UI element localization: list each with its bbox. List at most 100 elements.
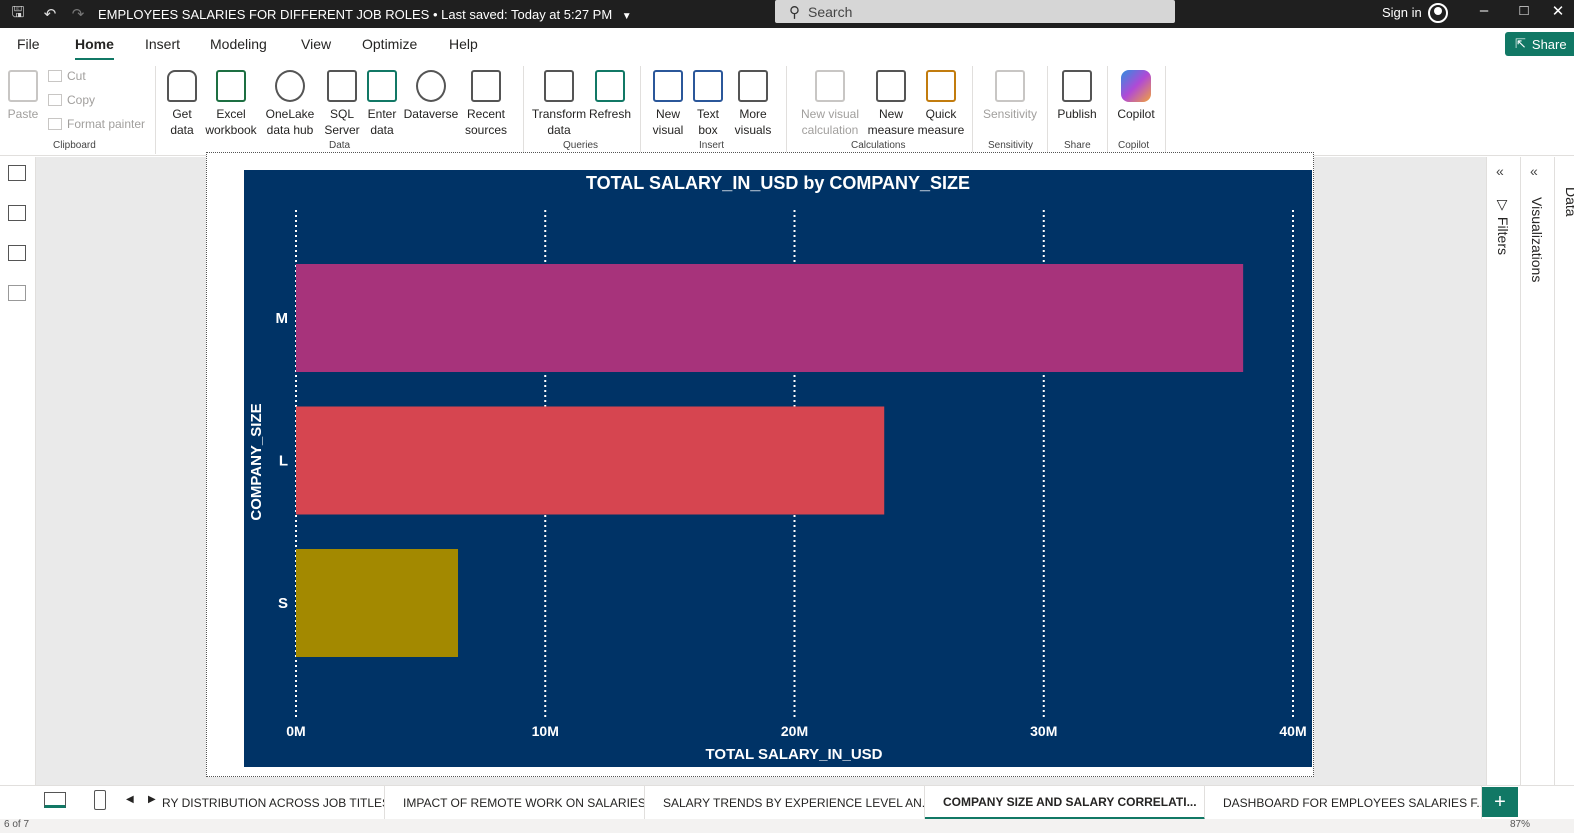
dax-query-view-icon[interactable] xyxy=(8,285,26,301)
scroll-right-icon[interactable]: ▶ xyxy=(148,794,156,805)
report-view-icon[interactable] xyxy=(8,165,26,181)
sensitivity-label-icon xyxy=(995,70,1025,102)
menu-insert[interactable]: Insert xyxy=(145,36,181,52)
refresh-button[interactable]: Refresh xyxy=(589,70,631,122)
scroll-left-icon[interactable]: ◀ xyxy=(126,794,134,805)
menu-help[interactable]: Help xyxy=(449,36,478,52)
enter-data-button[interactable]: Enter data xyxy=(364,70,400,138)
group-label-copilot: Copilot xyxy=(1118,140,1150,151)
publish-button[interactable]: Publish xyxy=(1054,70,1100,122)
paste-icon xyxy=(8,70,38,102)
tab-page-3[interactable]: IMPACT OF REMOTE WORK ON SALARIES xyxy=(385,786,645,820)
copilot-button[interactable]: Copilot xyxy=(1114,70,1158,122)
new-visual-calculation-button[interactable]: New visual calculation xyxy=(795,70,865,138)
menu-file[interactable]: File xyxy=(17,36,40,52)
text-box-button[interactable]: Text box xyxy=(690,70,726,138)
format-painter-button[interactable]: Format painter xyxy=(48,117,145,131)
tab-page-5[interactable]: COMPANY SIZE AND SALARY CORRELATI... xyxy=(925,786,1205,820)
view-switcher-rail xyxy=(0,157,36,785)
maximize-icon[interactable]: □ xyxy=(1519,2,1529,19)
scissors-icon xyxy=(48,70,62,82)
menu-view[interactable]: View xyxy=(301,36,332,52)
y-tick-labels: M L S xyxy=(276,310,289,612)
table-grid-icon xyxy=(367,70,397,102)
get-data-button[interactable]: Get data xyxy=(163,70,201,138)
copy-icon xyxy=(48,94,62,106)
model-view-icon[interactable] xyxy=(8,245,26,261)
bar-chart-visual[interactable]: TOTAL SALARY_IN_USD by COMPANY_SIZE TOTA… xyxy=(244,170,1312,767)
share-label: Share xyxy=(1531,36,1567,52)
x-axis-title: TOTAL SALARY_IN_USD xyxy=(706,746,883,763)
copy-button[interactable]: Copy xyxy=(48,93,95,107)
x-tick-label: 20M xyxy=(781,723,808,739)
undo-icon[interactable]: ↶ xyxy=(43,6,57,23)
avatar-icon[interactable] xyxy=(1428,3,1448,23)
recent-sources-icon xyxy=(471,70,501,102)
side-panes: « ▽ Filters « Visualizations Data xyxy=(1486,157,1574,785)
quick-measure-button[interactable]: Quick measure xyxy=(916,70,966,138)
mobile-layout-icon[interactable] xyxy=(94,790,106,810)
function-icon xyxy=(815,70,845,102)
new-visual-button[interactable]: New visual xyxy=(650,70,686,138)
save-icon[interactable]: 🖫 xyxy=(11,3,25,21)
filter-icon: ▽ xyxy=(1495,197,1511,217)
page-indicator: 6 of 7 xyxy=(4,819,30,830)
last-saved-label: Last saved: Today at 5:27 PM xyxy=(441,6,613,22)
add-page-button[interactable]: + xyxy=(1482,787,1518,817)
redo-icon[interactable]: ↷ xyxy=(71,6,85,23)
cut-button[interactable]: Cut xyxy=(48,69,86,83)
share-button[interactable]: ⇱ Share xyxy=(1505,32,1574,56)
transform-icon xyxy=(544,70,574,102)
transform-data-button[interactable]: Transform data xyxy=(531,70,587,138)
group-label-queries: Queries xyxy=(563,140,599,151)
group-label-clipboard: Clipboard xyxy=(53,140,96,151)
x-tick-label: 30M xyxy=(1030,723,1057,739)
expand-chevron-icon[interactable]: « xyxy=(1530,163,1538,179)
bar-chart-icon xyxy=(653,70,683,102)
chevron-down-icon[interactable]: ▼ xyxy=(621,10,632,22)
zoom-level: 87% xyxy=(1510,819,1531,830)
more-visuals-button[interactable]: More visuals xyxy=(730,70,776,138)
sensitivity-button[interactable]: Sensitivity xyxy=(980,70,1040,122)
group-label-sensitivity: Sensitivity xyxy=(988,140,1034,151)
tab-page-4[interactable]: SALARY TRENDS BY EXPERIENCE LEVEL AN... xyxy=(645,786,925,820)
y-tick-label: L xyxy=(279,453,288,470)
data-pane[interactable]: Data xyxy=(1554,157,1574,785)
menu-home[interactable]: Home xyxy=(75,36,114,61)
dataverse-icon xyxy=(416,70,446,102)
minimize-icon[interactable]: – xyxy=(1479,2,1489,19)
more-visuals-icon xyxy=(738,70,768,102)
new-measure-button[interactable]: New measure xyxy=(868,70,914,138)
group-label-share: Share xyxy=(1064,140,1091,151)
share-icon: ⇱ xyxy=(1515,36,1526,51)
bar-m[interactable] xyxy=(296,264,1244,372)
sql-server-button[interactable]: SQL Server xyxy=(324,70,360,138)
paste-button[interactable]: Paste xyxy=(8,70,38,122)
menu-modeling[interactable]: Modeling xyxy=(210,36,267,52)
recent-sources-button[interactable]: Recent sources xyxy=(460,70,512,138)
search-input[interactable]: ⚲ Search xyxy=(775,0,1175,23)
desktop-layout-icon[interactable] xyxy=(44,792,66,808)
table-view-icon[interactable] xyxy=(8,205,26,221)
ribbon: Paste Cut Copy Format painter Clipboard … xyxy=(0,60,1574,156)
visualizations-pane[interactable]: « Visualizations xyxy=(1520,157,1554,785)
x-tick-label: 10M xyxy=(532,723,559,739)
tab-page-2[interactable]: RY DISTRIBUTION ACROSS JOB TITLES xyxy=(160,786,385,820)
group-label-calculations: Calculations xyxy=(851,140,906,151)
dataverse-button[interactable]: Dataverse xyxy=(403,70,459,122)
filters-pane[interactable]: « ▽ Filters xyxy=(1486,157,1520,785)
bar-l[interactable] xyxy=(296,406,885,515)
group-label-data: Data xyxy=(329,140,351,151)
sign-in-link[interactable]: Sign in xyxy=(1382,5,1422,20)
bars-group xyxy=(296,264,1244,657)
collapse-chevron-icon[interactable]: « xyxy=(1496,163,1504,179)
onelake-data-hub-button[interactable]: OneLake data hub xyxy=(261,70,319,138)
x-tick-labels: 0M 10M 20M 30M 40M xyxy=(286,723,1306,739)
tab-page-6[interactable]: DASHBOARD FOR EMPLOYEES SALARIES F... xyxy=(1205,786,1482,820)
close-icon[interactable]: ✕ xyxy=(1551,3,1565,20)
menu-optimize[interactable]: Optimize xyxy=(362,36,418,52)
group-label-insert: Insert xyxy=(699,140,725,151)
excel-workbook-button[interactable]: Excel workbook xyxy=(204,70,258,138)
document-title[interactable]: EMPLOYEES SALARIES FOR DIFFERENT JOB ROL… xyxy=(98,6,632,22)
bar-s[interactable] xyxy=(296,549,459,657)
